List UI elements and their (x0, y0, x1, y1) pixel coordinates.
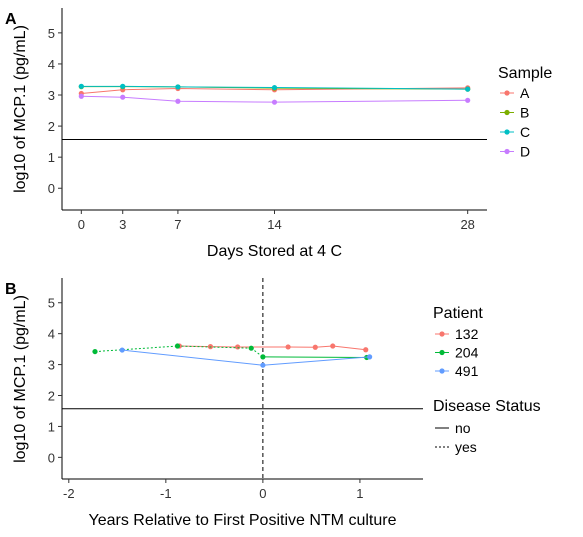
y-tick-label: 4 (48, 327, 55, 342)
data-point (260, 354, 266, 360)
data-point (175, 98, 181, 104)
y-tick-label: 5 (48, 296, 55, 311)
data-point (312, 344, 318, 350)
y-axis-title: log10 of MCP.1 (pg/mL) (12, 25, 29, 193)
data-point (248, 345, 254, 351)
x-tick-label: 14 (267, 217, 281, 232)
data-point (330, 343, 336, 349)
data-point (235, 344, 241, 350)
legend-label: 491 (455, 363, 479, 379)
x-tick-label: 0 (78, 217, 85, 232)
legend-title: Disease Status (433, 398, 541, 415)
y-tick-label: 0 (48, 181, 55, 196)
y-axis-title: log10 of MCP.1 (pg/mL) (12, 295, 29, 463)
x-tick-label: -1 (160, 486, 172, 501)
legend-label: 132 (455, 326, 479, 342)
data-point (78, 93, 84, 99)
series-491 (119, 347, 373, 368)
y-tick-label: 1 (48, 150, 55, 165)
data-point (465, 97, 471, 103)
panel-a: 0 1 2 3 4 5 0 3 7 14 28 Days Stored at 4 C log10 of … (5, 8, 552, 260)
legend-label: 204 (455, 345, 479, 361)
panel-label: A (5, 11, 17, 28)
data-point (119, 347, 125, 353)
series-segment (177, 345, 252, 349)
legend-label: B (520, 105, 529, 121)
legend-label: C (520, 124, 530, 140)
y-tick-label: 5 (48, 26, 55, 41)
data-point (285, 344, 291, 350)
x-tick-label: -2 (63, 486, 75, 501)
y-tick-label: 0 (48, 450, 55, 465)
panel-label: B (5, 281, 17, 298)
legend-label: A (520, 85, 530, 101)
series-segment (315, 345, 333, 348)
data-point (78, 83, 84, 89)
legend-key-point (439, 349, 445, 356)
data-point (260, 362, 266, 368)
series-segment (332, 345, 366, 351)
series-segment (262, 356, 367, 358)
x-tick-label: 7 (174, 217, 181, 232)
data-point (271, 99, 278, 105)
x-axis-title: Years Relative to First Positive NTM cul… (89, 512, 397, 529)
data-point (271, 84, 278, 91)
data-point (120, 83, 126, 89)
legend-key-point (504, 109, 510, 116)
series-D (78, 93, 471, 105)
legend-key-point (439, 331, 445, 337)
series-segment (94, 345, 178, 353)
y-tick-label: 3 (48, 358, 55, 373)
series-C (78, 83, 471, 92)
series-segment (122, 349, 263, 366)
data-point (175, 84, 181, 90)
y-tick-label: 1 (48, 419, 55, 434)
legend-label: no (455, 420, 471, 436)
x-axis-title: Days Stored at 4 C (207, 243, 342, 260)
y-tick-label: 4 (48, 57, 55, 72)
data-point (465, 86, 471, 92)
y-tick-label: 2 (48, 119, 55, 134)
legend-key-point (439, 368, 445, 374)
series-segment (262, 356, 370, 366)
data-point (363, 347, 369, 353)
x-tick-label: 28 (460, 217, 474, 232)
legend-key-point (504, 148, 510, 155)
legend-title: Sample (498, 65, 552, 82)
x-tick-label: 3 (119, 217, 126, 232)
legend-label: D (520, 144, 530, 160)
data-point (92, 348, 98, 355)
y-tick-label: 3 (48, 88, 55, 103)
data-point (174, 343, 181, 349)
y-tick-label: 2 (48, 389, 55, 404)
legend-key-point (504, 129, 510, 135)
legend-title: Patient (433, 305, 483, 322)
x-tick-label: 1 (356, 486, 363, 501)
series-132 (176, 343, 369, 353)
data-point (120, 94, 126, 100)
legend-label: yes (455, 439, 477, 455)
panel-b: 0 1 2 3 4 5 -2 -1 0 1 Years Relative to First Posi… (5, 278, 541, 529)
legend-key-point (504, 90, 510, 96)
x-tick-label: 0 (259, 486, 266, 501)
data-point (367, 354, 373, 360)
